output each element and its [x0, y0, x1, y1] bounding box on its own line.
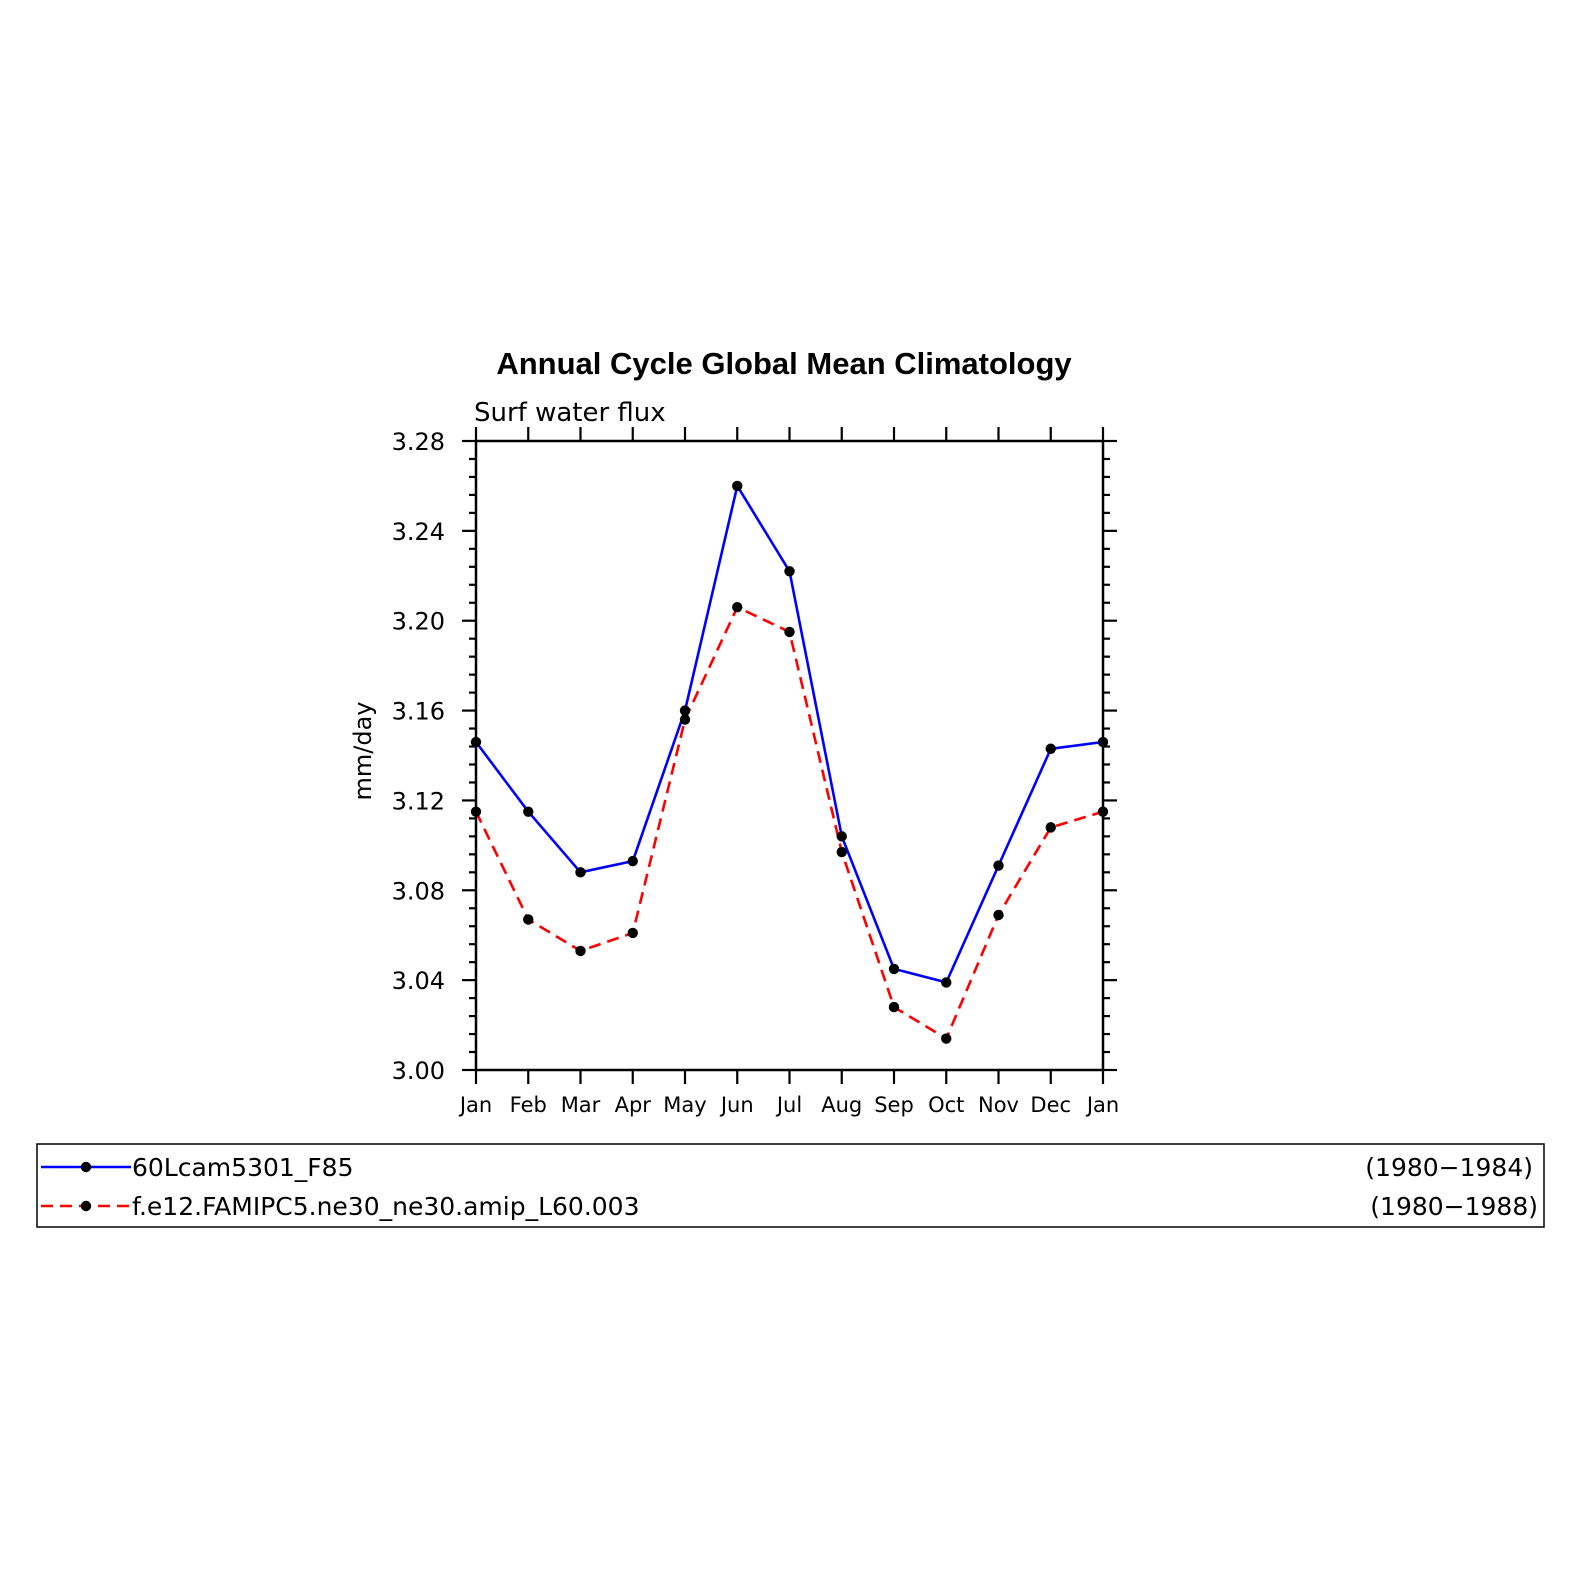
data-point-series-1	[888, 963, 900, 975]
data-point-series-2	[627, 927, 638, 939]
data-point-series-2	[575, 945, 586, 957]
data-point-series-2	[679, 714, 691, 725]
legend-label-2: f.e12.FAMIPC5.ne30_ne30.amip_L60.003	[132, 1192, 640, 1221]
plot-frame	[474, 439, 1105, 1072]
data-point-series-1	[523, 806, 534, 817]
data-point-series-2	[993, 909, 1004, 921]
data-point-series-1	[993, 860, 1004, 871]
chart-subtitle: Surf water flux	[474, 398, 666, 428]
x-tick-labels: Jan Feb Mar Apr May Jun Jul Aug Sep Oct Nov Dec Jan	[458, 1093, 1119, 1117]
y-tick-label: 3.20	[392, 608, 445, 636]
y-tick-label: 3.04	[392, 967, 445, 995]
legend-marker-2	[80, 1200, 92, 1212]
x-tick-label: Mar	[561, 1093, 601, 1117]
series-line-2	[474, 605, 1104, 1040]
y-tick-label: 3.12	[392, 787, 445, 815]
y-tick-label: 3.28	[392, 428, 445, 456]
x-tick-label: Aug	[821, 1093, 862, 1117]
y-tick-label: 3.24	[392, 518, 445, 546]
data-point-series-1	[836, 831, 847, 842]
x-tick-label: Jul	[775, 1093, 802, 1117]
legend-years-1: (1980−1984)	[1365, 1153, 1533, 1182]
data-point-series-2	[784, 626, 795, 638]
legend-label-1: 60Lcam5301_F85	[132, 1153, 353, 1182]
x-tick-label: Jan	[1085, 1093, 1119, 1117]
y-tick-label: 3.16	[392, 698, 445, 726]
x-tick-label: May	[663, 1093, 706, 1117]
y-tick-label: 3.00	[392, 1057, 445, 1085]
ticks-layer	[462, 427, 1117, 1084]
x-tick-label: Jan	[458, 1093, 492, 1117]
data-point-series-2	[1045, 822, 1056, 833]
x-tick-label: Apr	[615, 1093, 652, 1117]
data-point-series-1	[784, 566, 795, 577]
data-point-series-2	[523, 914, 534, 925]
data-point-series-1	[627, 855, 638, 867]
x-tick-label: Oct	[928, 1093, 964, 1117]
legend-box	[36, 1143, 1545, 1228]
legend-years-2: (1980−1988)	[1370, 1192, 1538, 1221]
series-line-1	[474, 484, 1104, 984]
x-tick-label: Nov	[978, 1093, 1019, 1117]
data-point-series-1	[1045, 743, 1056, 754]
x-tick-label: Sep	[874, 1093, 914, 1117]
data-point-series-2	[732, 602, 743, 613]
x-tick-label: Jun	[719, 1093, 754, 1117]
legend-entries: 60Lcam5301_F85 (1980−1984) f.e12.FAMIPC5.n…	[41, 1153, 1538, 1221]
y-tick-label: 3.08	[392, 877, 445, 905]
y-axis-label: mm/day	[349, 702, 377, 801]
x-tick-label: Feb	[510, 1093, 547, 1117]
data-point-series-1	[575, 867, 586, 878]
data-point-series-1	[941, 977, 952, 988]
x-tick-label: Dec	[1030, 1093, 1071, 1117]
data-point-series-2	[836, 846, 847, 858]
data-point-series-1	[679, 705, 691, 716]
series-layer	[470, 480, 1109, 1044]
data-point-series-2	[941, 1033, 952, 1044]
legend: 60Lcam5301_F85 (1980−1984) f.e12.FAMIPC5.n…	[36, 1143, 1545, 1228]
data-point-series-2	[888, 1001, 900, 1013]
data-point-series-1	[732, 480, 743, 492]
y-tick-labels: 3.00 3.04 3.08 3.12 3.16 3.20 3.24 3.28	[392, 428, 445, 1085]
chart-title: Annual Cycle Global Mean Climatology	[496, 346, 1072, 381]
legend-marker-1	[80, 1161, 92, 1173]
